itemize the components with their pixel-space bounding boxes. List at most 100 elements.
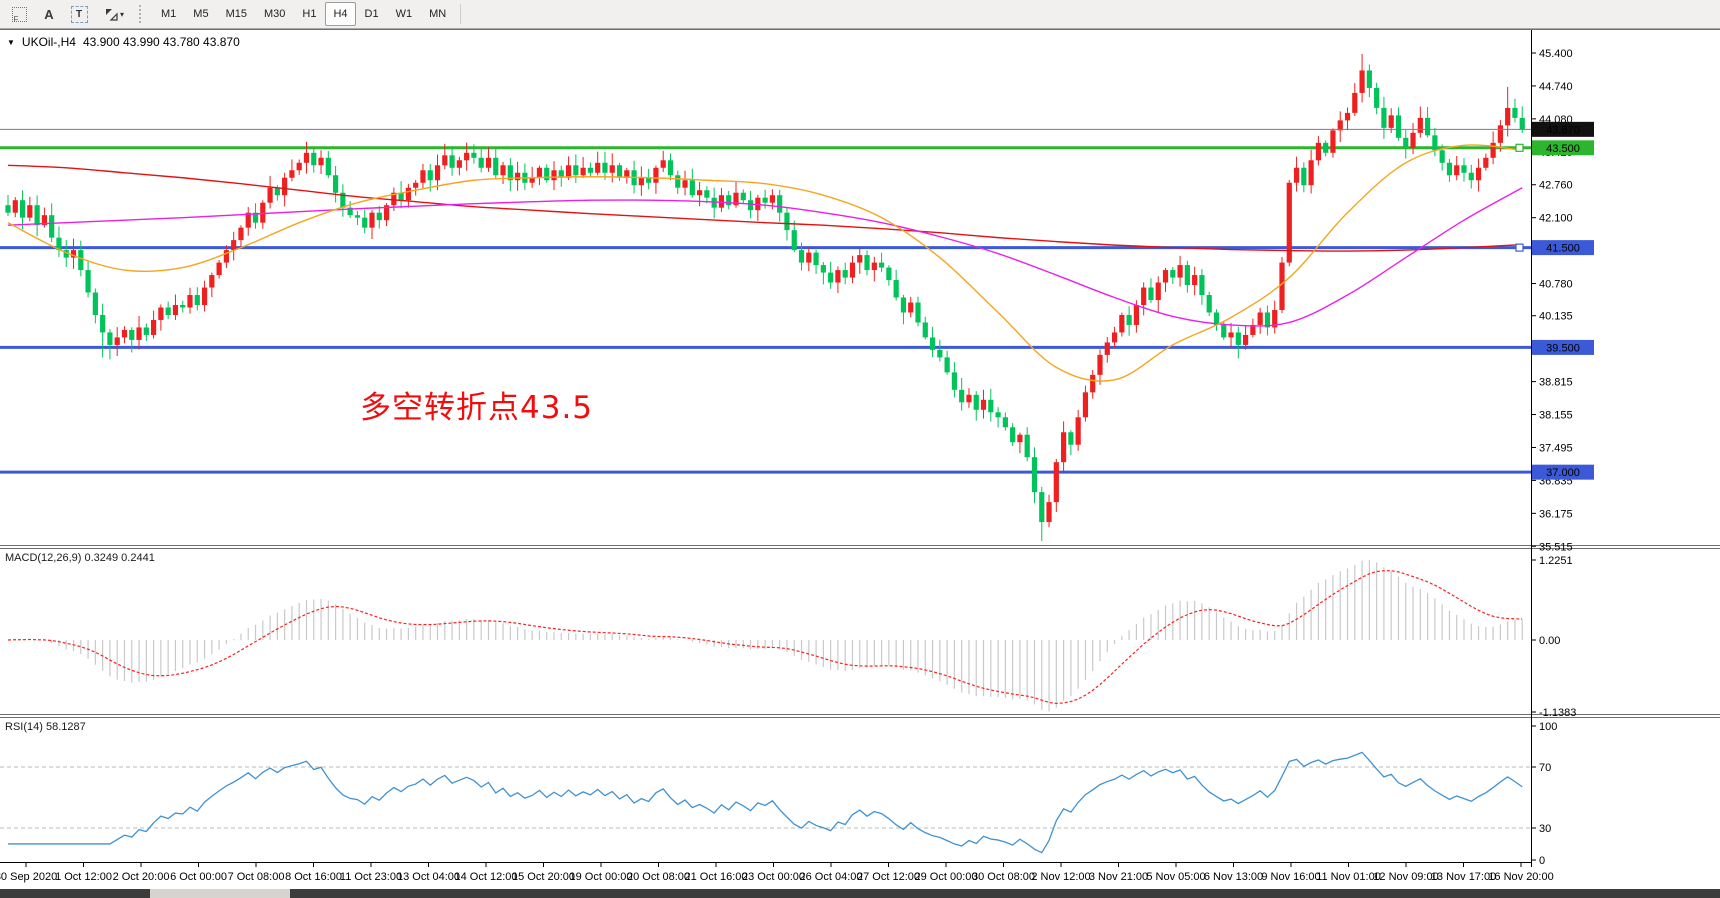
candle-body: [274, 187, 280, 196]
candle-body: [209, 275, 215, 288]
time-tick-label: 14 Oct 12:00: [455, 871, 518, 883]
candle-body: [201, 287, 208, 305]
candle-body: [1170, 270, 1176, 278]
candle-body: [966, 394, 972, 403]
candles: [5, 53, 1525, 542]
hline-handle[interactable]: [1515, 243, 1524, 252]
candle-body: [1097, 354, 1103, 375]
text-tool-button[interactable]: A: [35, 2, 63, 26]
timeframe-button-m5[interactable]: M5: [193, 8, 209, 20]
candle-body: [893, 280, 899, 298]
time-tick-label: 13 Oct 04:00: [397, 871, 460, 883]
time-tick-label: 23 Oct 00:00: [742, 871, 805, 883]
candle-body: [544, 167, 550, 181]
candle-body: [1111, 332, 1118, 343]
time-tick-label: 16 Nov 20:00: [1488, 871, 1553, 883]
time-tick-label: 2 Nov 12:00: [1031, 871, 1090, 883]
timeframe-button-h4[interactable]: H4: [325, 2, 356, 26]
candle-body: [747, 200, 754, 211]
candle-body: [1468, 172, 1474, 181]
horizontal-scrollbar[interactable]: [0, 889, 1720, 898]
rsi-indicator-label: RSI(14) 58.1287: [5, 721, 86, 733]
candle-body: [1228, 332, 1234, 338]
candle-body: [478, 157, 484, 168]
candle-body: [1403, 137, 1409, 148]
horizontal-lines[interactable]: [0, 146, 1531, 474]
symbol-period-label: UKOil-,H4: [21, 35, 76, 49]
chart-text-annotation[interactable]: 多空转折点43.5: [360, 390, 594, 426]
timeframe-button-h1[interactable]: H1: [302, 8, 317, 20]
symbol-dropdown-icon[interactable]: ▼: [7, 37, 15, 47]
text-icon: A: [44, 6, 54, 22]
candle-body: [1417, 117, 1423, 133]
candle-body: [449, 155, 455, 168]
time-tick-label: 2 Oct 20:00: [113, 871, 170, 883]
fibonacci-tool-button[interactable]: F: [5, 2, 33, 26]
macd-values: 0.3249 0.2441: [84, 552, 155, 564]
text-label-tool-button[interactable]: T: [65, 2, 93, 26]
candle-body: [849, 262, 856, 278]
candle-body: [180, 304, 186, 308]
time-tick-label: 11 Nov 01:00: [1316, 871, 1381, 883]
candle-body: [260, 202, 266, 223]
timeframe-button-d1[interactable]: D1: [364, 8, 379, 20]
candle-body: [282, 177, 288, 196]
time-tick-label: 13 Nov 17:00: [1431, 871, 1496, 883]
arrows-tool-button[interactable]: ▾: [95, 2, 133, 26]
svg-text:43.870: 43.870: [1546, 124, 1580, 136]
price-tick-label: 42.100: [1539, 213, 1573, 225]
candle-body: [129, 329, 135, 340]
candle-body: [333, 175, 339, 193]
candle-body: [172, 304, 179, 315]
candle-body: [733, 192, 739, 206]
time-tick-label: 5 Nov 05:00: [1146, 871, 1205, 883]
timeframe-button-m15[interactable]: M15: [225, 8, 247, 20]
candle-body: [595, 162, 601, 173]
candle-body: [616, 165, 623, 178]
candle-body: [580, 167, 586, 176]
time-tick-label: 27 Oct 12:00: [857, 871, 920, 883]
candle-body: [1337, 120, 1343, 131]
candle-body: [726, 195, 732, 206]
candle-body: [1410, 132, 1416, 148]
timeframe-button-m1[interactable]: M1: [161, 8, 177, 20]
candle-body: [1119, 314, 1125, 333]
time-tick-label: 8 Oct 16:00: [285, 871, 342, 883]
candle-body: [937, 349, 943, 358]
hline-handle[interactable]: [1515, 143, 1524, 152]
candle-body: [1243, 334, 1249, 345]
toolbar-grip[interactable]: [139, 5, 145, 23]
candle-body: [158, 307, 164, 320]
candle-body: [63, 250, 69, 258]
price-tick-label: 45.400: [1539, 48, 1573, 60]
candle-body: [646, 177, 652, 183]
timeframe-button-mn[interactable]: MN: [429, 8, 447, 20]
candle-body: [340, 192, 346, 208]
candle-body: [1213, 312, 1220, 325]
scrollbar-thumb[interactable]: [150, 889, 290, 898]
timeframe-button-w1[interactable]: W1: [395, 8, 413, 20]
candle-body: [187, 295, 193, 308]
price-badge-37.000: 37.000: [1532, 464, 1594, 480]
candle-body: [667, 160, 674, 176]
candle-body: [245, 212, 251, 228]
rsi-line: [8, 751, 1523, 854]
candle-body: [5, 205, 11, 213]
candle-body: [471, 152, 477, 158]
rsi-tick-label: 100: [1539, 721, 1557, 733]
candle-body: [1002, 417, 1008, 428]
candle-body: [1359, 70, 1365, 93]
candle-body: [231, 240, 237, 251]
time-tick-label: 6 Oct 00:00: [170, 871, 227, 883]
candle-body: [915, 302, 921, 323]
text-label-icon: T: [70, 5, 88, 23]
timeframe-button-m30[interactable]: M30: [263, 8, 286, 20]
candle-body: [1286, 182, 1292, 263]
candle-body: [689, 180, 695, 196]
candle-body: [1264, 312, 1271, 328]
candle-body: [325, 157, 331, 176]
candle-body: [420, 170, 426, 183]
time-tick-label: 7 Oct 08:00: [228, 871, 285, 883]
